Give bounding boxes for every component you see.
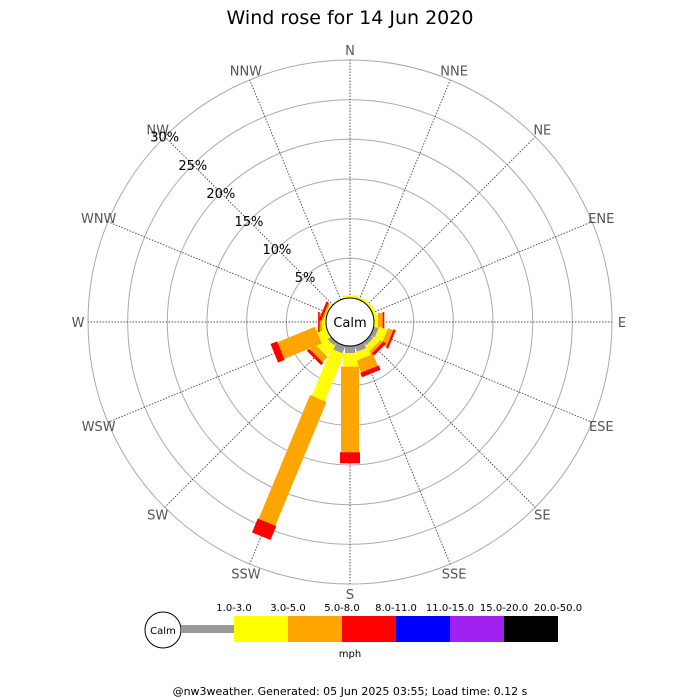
bar-segment-sw-0	[326, 335, 337, 346]
direction-label-ese: ESE	[589, 420, 614, 435]
legend-bin-label: 1.0-3.0	[216, 603, 251, 614]
direction-labels: N NNE NE ENE E ESE SE SSE S SSW SW WSW W WNW NW NNW	[72, 44, 627, 603]
radial-tick-label: 10%	[262, 243, 291, 258]
radial-tick-label: 20%	[206, 187, 235, 202]
direction-label-nw: NW	[146, 124, 169, 139]
bar-segment-wnw-2	[321, 303, 330, 321]
bar-segment-sse-3	[360, 365, 381, 378]
direction-label-wnw: WNW	[81, 212, 117, 227]
bar-segment-ese-3	[386, 329, 396, 349]
grid-ring	[166, 138, 534, 506]
chart-title: Wind rose for 14 Jun 2020	[227, 7, 474, 29]
legend-bin-label: 5.0-8.0	[324, 603, 359, 614]
footer-text: @nw3weather. Generated: 05 Jun 2025 03:5…	[173, 685, 528, 698]
bar-segment-wsw-1	[315, 324, 331, 342]
direction-label-ne: NE	[533, 124, 551, 139]
legend-calm-label: Calm	[150, 626, 176, 637]
bar-segment-sw-2	[309, 344, 328, 363]
spoke-se	[366, 338, 536, 508]
bar-segment-se-2	[367, 339, 383, 355]
spoke-sw	[164, 338, 334, 508]
bar-segment-ese-2	[381, 328, 394, 347]
direction-label-e: E	[618, 316, 626, 331]
direction-label-n: N	[345, 44, 355, 59]
legend-bin-label: 11.0-15.0	[426, 603, 474, 614]
spoke-ene	[372, 221, 593, 314]
spoke-wnw	[107, 221, 328, 314]
legend-swatch-1	[234, 616, 288, 642]
bar-segment-se-1	[364, 336, 380, 352]
bar-segment-ese-1	[373, 326, 388, 343]
bar-segment-ese-0	[370, 326, 379, 338]
direction-label-wsw: WSW	[82, 420, 116, 435]
bar-segment-ssw-0	[333, 342, 346, 354]
direction-label-nne: NNE	[440, 65, 468, 80]
legend-bin-label: 15.0-20.0	[480, 603, 528, 614]
direction-label-s: S	[346, 588, 354, 603]
legend-bin-label: 20.0-50.0	[534, 603, 582, 614]
spoke-nnw	[249, 79, 342, 300]
speed-legend: Calm mph 1.0-3.0 3.0-5.0 5.0-8.0 8.0-11.0 11…	[144, 603, 582, 660]
calm-circle	[325, 297, 375, 347]
direction-label-nnw: NNW	[230, 65, 262, 80]
radial-tick-label: 5%	[295, 271, 316, 286]
spoke-nw	[164, 136, 334, 306]
bar-segment-se-0	[363, 335, 374, 346]
direction-label-sw: SW	[147, 508, 168, 523]
bar-segment-sse-0	[354, 342, 367, 352]
bar-segment-ssw-3	[252, 518, 277, 540]
bar-segment-se-3	[369, 341, 386, 358]
bar-segment-ssw-2	[258, 394, 327, 526]
direction-label-w: W	[72, 316, 85, 331]
direction-label-ssw: SSW	[231, 567, 261, 582]
bar-segment-sw-1	[316, 336, 336, 356]
legend-swatch-4	[396, 616, 450, 642]
spoke-sse	[358, 344, 451, 565]
bar-segment-wnw-3	[318, 301, 329, 321]
bar-segment-sw-3	[306, 348, 324, 366]
radial-tick-label: 15%	[234, 215, 263, 230]
legend-bin-label: 3.0-5.0	[270, 603, 305, 614]
legend-unit: mph	[339, 649, 361, 660]
legend-swatch-3	[342, 616, 396, 642]
spoke-ne	[366, 136, 536, 306]
direction-label-sse: SSE	[442, 567, 467, 582]
legend-bin-label: 8.0-11.0	[375, 603, 417, 614]
calm-center: Calm	[325, 297, 375, 347]
direction-label-ene: ENE	[588, 212, 614, 227]
bar-segment-sse-2	[356, 353, 378, 373]
calm-label: Calm	[333, 316, 366, 331]
spoke-ese	[372, 330, 593, 423]
legend-swatch-2	[288, 616, 342, 642]
radial-tick-label: 30%	[150, 131, 179, 146]
legend-swatch-0	[181, 625, 234, 633]
legend-swatch-6	[504, 616, 558, 642]
bar-segment-sse-1	[355, 347, 372, 361]
bar-segment-wsw-2	[277, 326, 322, 359]
spoke-nne	[358, 79, 451, 300]
grid-ring	[206, 178, 494, 466]
bar-segment-wsw-3	[270, 341, 285, 363]
direction-label-se: SE	[534, 508, 550, 523]
radial-tick-labels: 5% 10% 15% 20% 25% 30%	[150, 131, 315, 286]
bar-segment-ssw-1	[311, 348, 345, 402]
legend-swatch-5	[450, 616, 504, 642]
bar-segment-ene-1	[369, 305, 378, 320]
radial-tick-label: 25%	[178, 159, 207, 174]
